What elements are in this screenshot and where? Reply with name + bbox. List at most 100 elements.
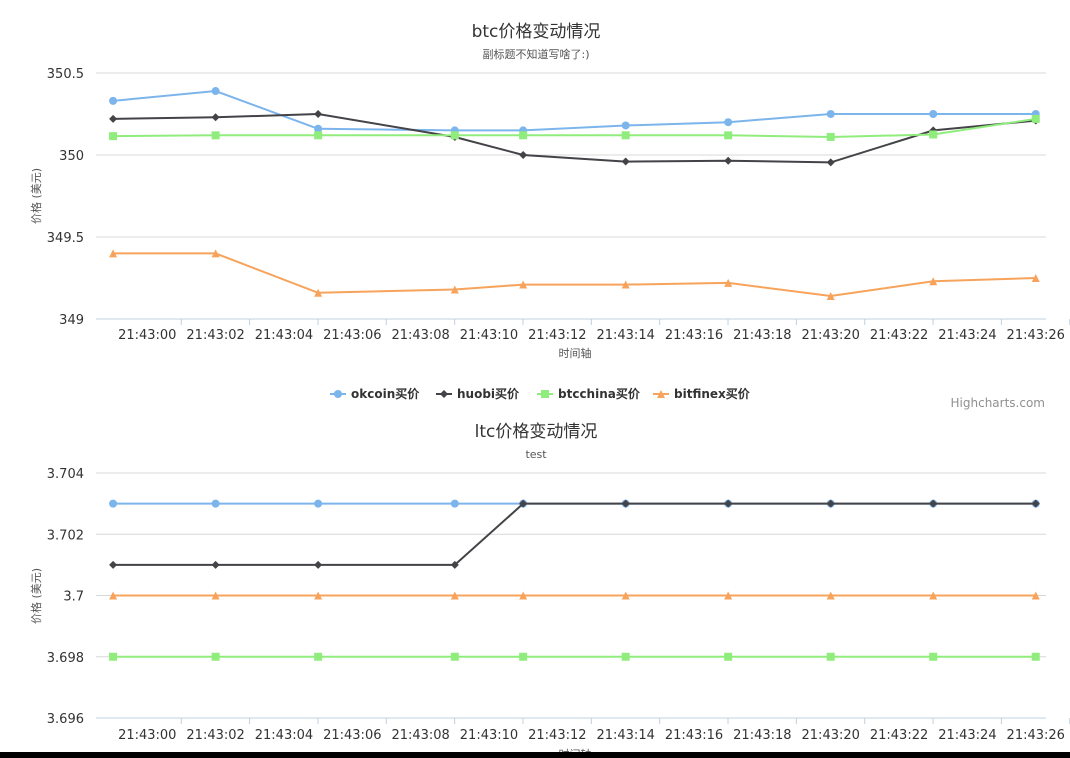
data-point[interactable] <box>621 280 630 289</box>
data-point[interactable] <box>519 151 528 159</box>
legend-label: btcchina买价 <box>558 387 641 401</box>
legend-item[interactable]: bitfinex买价 <box>653 387 751 401</box>
data-point[interactable] <box>1031 114 1040 123</box>
data-point[interactable] <box>826 652 835 661</box>
data-point[interactable] <box>621 652 630 661</box>
data-point[interactable] <box>826 132 835 141</box>
data-point[interactable] <box>314 110 323 118</box>
x-tick-label: 21:43:22 <box>870 728 928 743</box>
data-point[interactable] <box>621 121 630 130</box>
credits-link[interactable]: Highcharts.com <box>951 396 1045 410</box>
ltc-chart-svg: ltc价格变动情况 test 3.696 3.698 3.7 3.702 3.704 2… <box>29 422 1070 758</box>
legend-symbol[interactable] <box>657 390 665 398</box>
data-point[interactable] <box>1031 591 1040 600</box>
data-point[interactable] <box>519 591 528 600</box>
data-point[interactable] <box>724 591 733 600</box>
data-point[interactable] <box>621 131 630 140</box>
data-point[interactable] <box>519 131 528 140</box>
y-tick-label: 350 <box>59 149 84 164</box>
data-point[interactable] <box>724 278 733 287</box>
data-point[interactable] <box>314 288 323 297</box>
data-point[interactable] <box>519 499 528 508</box>
data-point[interactable] <box>109 499 118 508</box>
x-tick-label: 21:43:04 <box>255 728 313 743</box>
data-point[interactable] <box>450 560 459 569</box>
data-point[interactable] <box>826 110 835 118</box>
y-tick-label: 349 <box>59 313 84 328</box>
legend-symbol[interactable] <box>440 390 448 398</box>
x-tick-label: 21:43:20 <box>802 728 860 743</box>
data-point[interactable] <box>826 591 835 600</box>
data-point[interactable] <box>211 113 220 122</box>
data-point[interactable] <box>314 652 323 661</box>
data-point[interactable] <box>211 591 220 600</box>
data-point[interactable] <box>109 96 118 105</box>
data-point[interactable] <box>314 591 323 600</box>
data-point[interactable] <box>211 87 220 96</box>
data-point[interactable] <box>1031 652 1040 661</box>
data-point[interactable] <box>621 591 630 600</box>
y-tick-label: 3.702 <box>47 528 84 543</box>
legend-item[interactable]: huobi买价 <box>436 387 520 401</box>
series-line <box>113 89 1036 132</box>
data-point[interactable] <box>109 652 118 661</box>
x-tick-label: 21:43:02 <box>186 328 244 343</box>
data-point[interactable] <box>450 499 459 508</box>
legend-item[interactable]: btcchina买价 <box>537 387 641 401</box>
data-point[interactable] <box>450 652 459 661</box>
data-point[interactable] <box>724 652 733 661</box>
legend-symbol[interactable] <box>334 390 342 398</box>
data-point[interactable] <box>314 124 323 133</box>
data-point[interactable] <box>621 157 630 166</box>
data-point[interactable] <box>929 277 938 286</box>
x-tick-label: 21:43:00 <box>118 328 176 343</box>
data-point[interactable] <box>929 499 938 508</box>
legend-label: bitfinex买价 <box>674 387 751 401</box>
data-point[interactable] <box>450 591 459 600</box>
data-point[interactable] <box>109 114 118 123</box>
data-point[interactable] <box>314 499 323 508</box>
data-point[interactable] <box>724 499 733 508</box>
data-point[interactable] <box>211 499 220 508</box>
x-axis-title: 时间轴 <box>559 346 592 360</box>
data-point[interactable] <box>519 652 528 661</box>
legend-symbol[interactable] <box>541 390 549 398</box>
data-point[interactable] <box>314 131 323 140</box>
data-point[interactable] <box>211 249 220 258</box>
y-tick-label: 3.704 <box>47 467 84 482</box>
y-tick-label: 349.5 <box>47 231 84 246</box>
data-point[interactable] <box>826 292 835 301</box>
data-point[interactable] <box>929 110 938 118</box>
data-point[interactable] <box>826 158 835 167</box>
data-point[interactable] <box>211 131 220 140</box>
data-point[interactable] <box>450 285 459 294</box>
data-point[interactable] <box>314 560 323 569</box>
data-point[interactable] <box>211 652 220 661</box>
data-point[interactable] <box>1031 499 1040 508</box>
data-point[interactable] <box>929 652 938 661</box>
data-point[interactable] <box>929 591 938 600</box>
y-tick-label: 3.698 <box>47 651 84 666</box>
data-point[interactable] <box>724 118 733 127</box>
data-point[interactable] <box>109 132 118 141</box>
data-point[interactable] <box>211 560 220 569</box>
legend-label: okcoin买价 <box>351 387 420 401</box>
x-tick-label: 21:43:18 <box>733 328 791 343</box>
legend-item[interactable]: okcoin买价 <box>330 387 420 401</box>
data-point[interactable] <box>109 560 118 569</box>
data-point[interactable] <box>724 131 733 140</box>
data-point[interactable] <box>929 130 938 139</box>
x-tick-label: 21:43:26 <box>1007 728 1065 743</box>
data-point[interactable] <box>1031 274 1040 282</box>
data-point[interactable] <box>519 280 528 289</box>
x-tick-label: 21:43:18 <box>733 728 791 743</box>
data-point[interactable] <box>109 249 118 258</box>
data-point[interactable] <box>450 131 459 140</box>
data-point[interactable] <box>621 499 630 508</box>
data-point[interactable] <box>826 499 835 508</box>
x-tick-label: 21:43:00 <box>118 728 176 743</box>
x-tick-label: 21:43:06 <box>323 328 381 343</box>
data-point[interactable] <box>724 156 733 165</box>
data-point[interactable] <box>109 591 118 600</box>
series-line <box>113 252 1036 298</box>
